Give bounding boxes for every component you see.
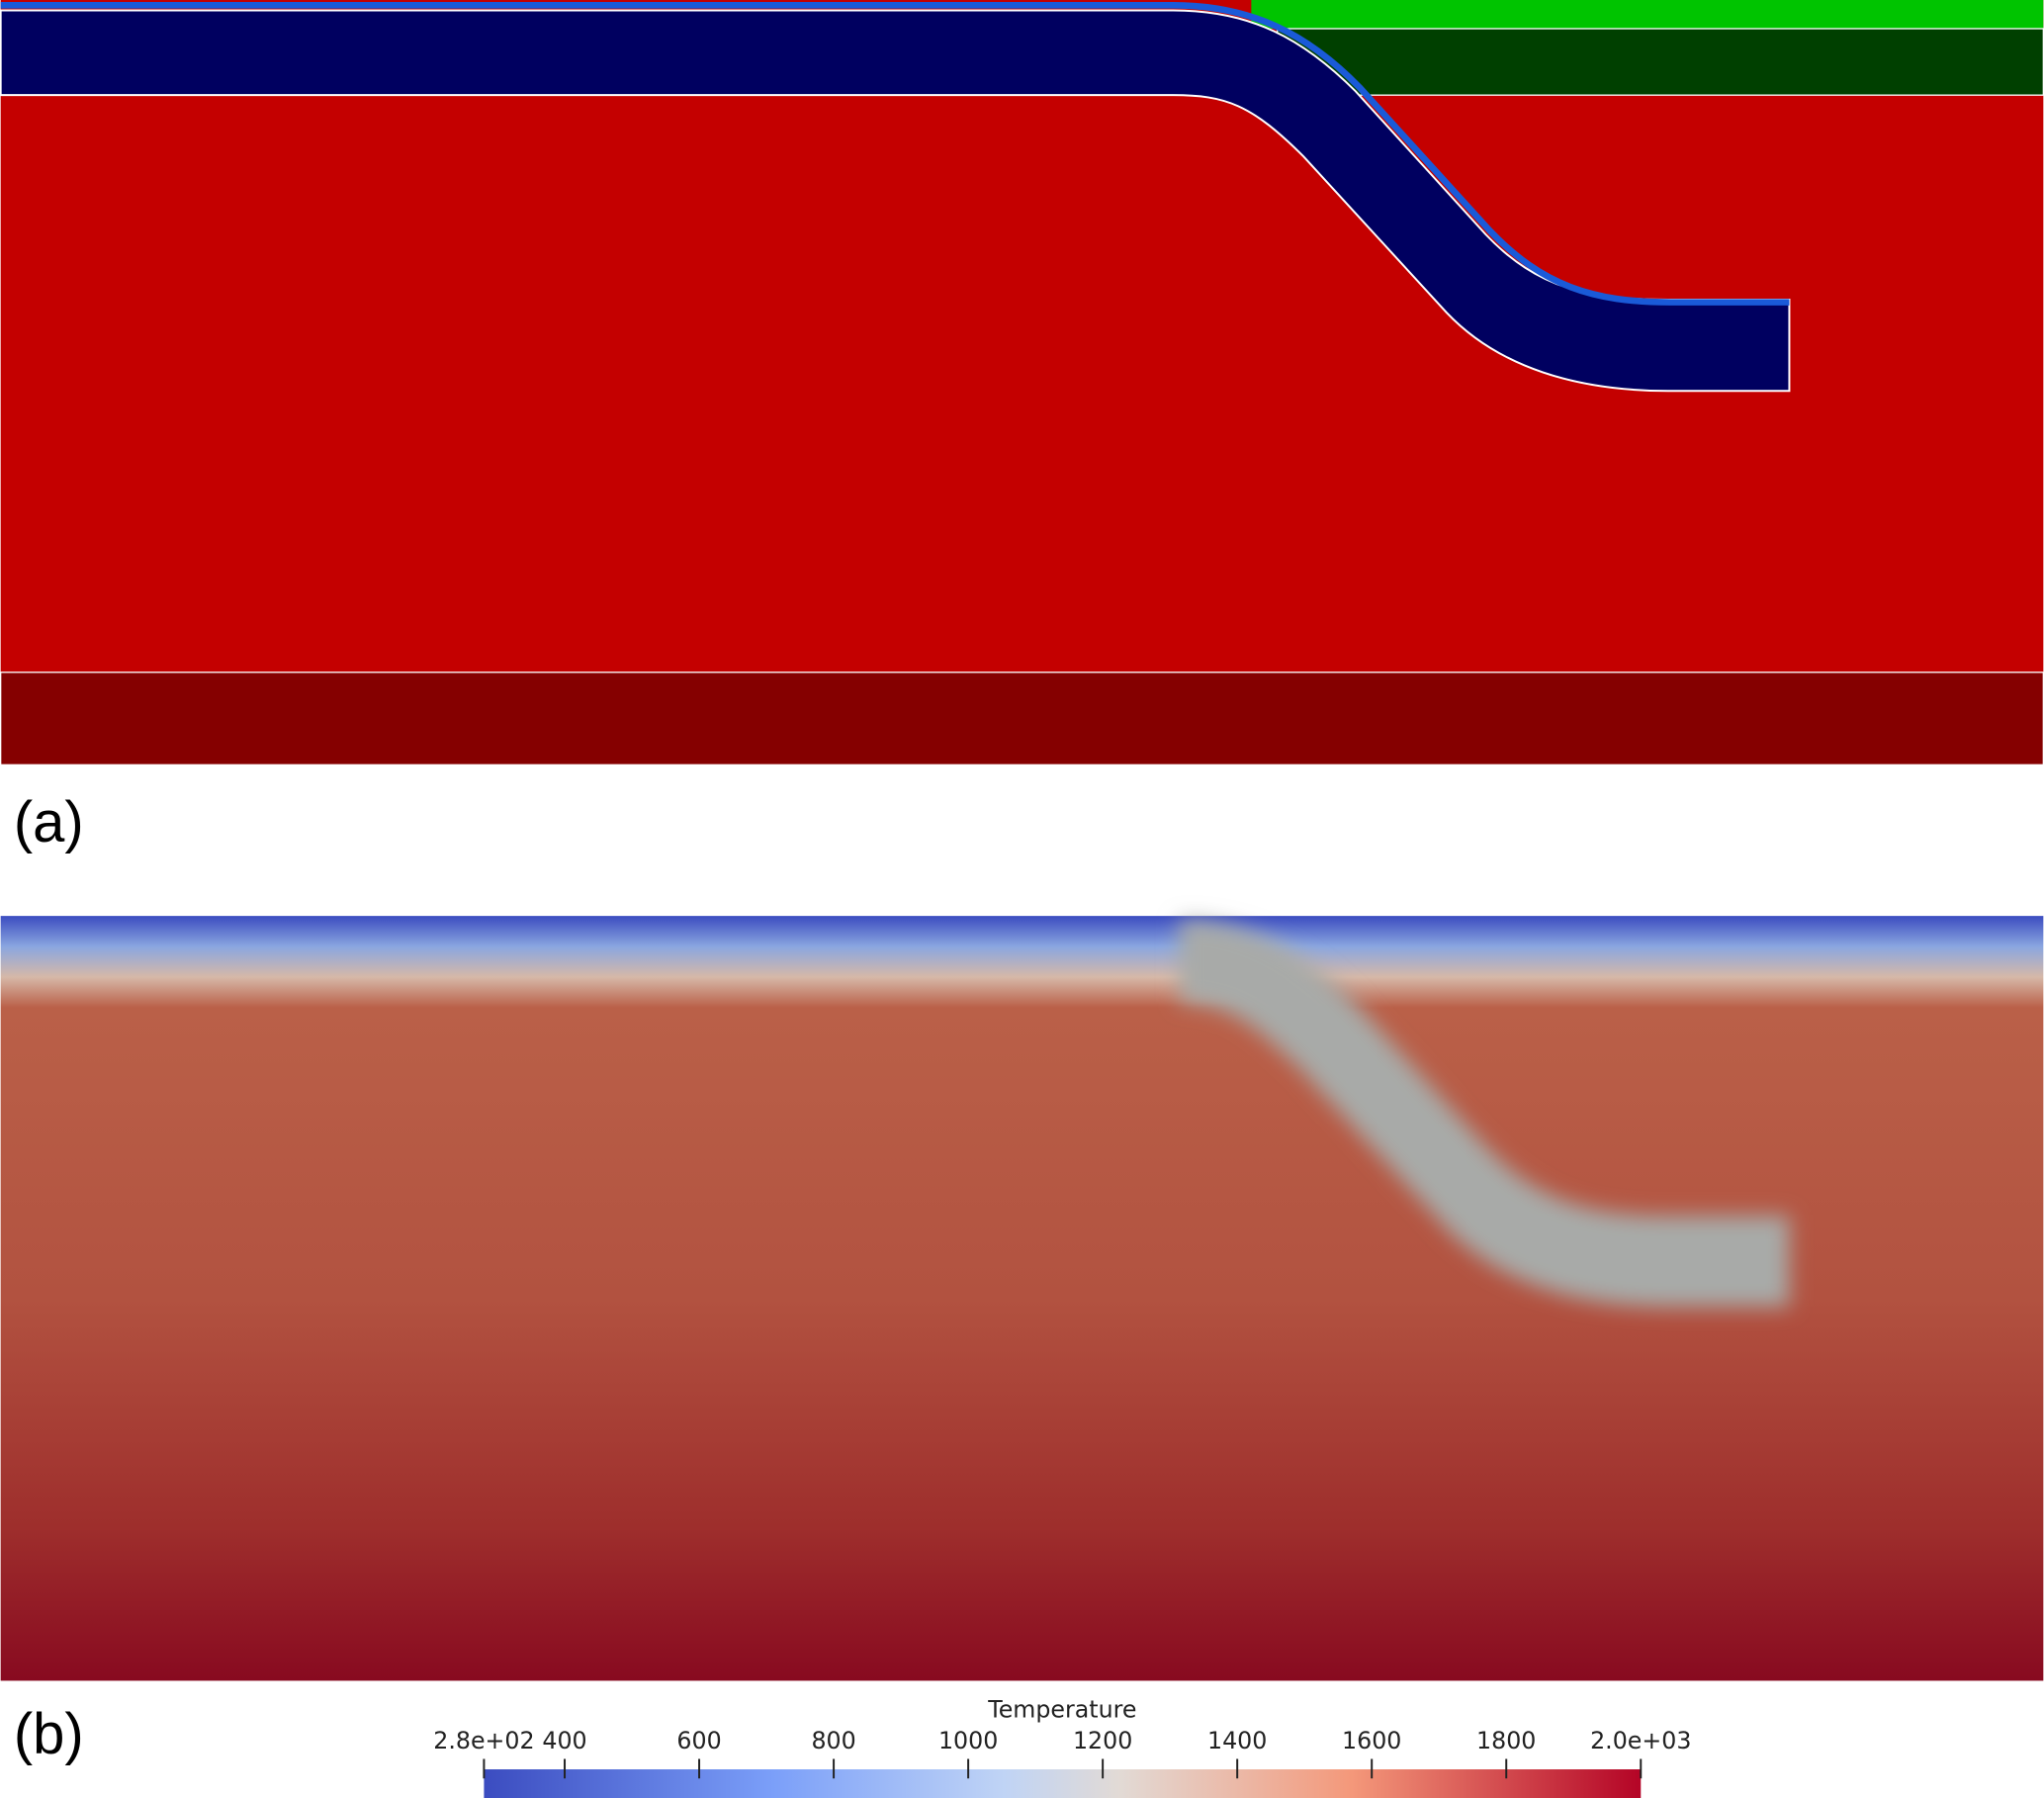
colorbar: Temperature 2.8e+02 400 600 800 1000 1200 1400… bbox=[433, 1695, 1691, 1798]
lower-crust bbox=[1277, 28, 2044, 96]
colorbar-tick-label: 1400 bbox=[1207, 1727, 1267, 1754]
colorbar-tick-label: 1000 bbox=[938, 1727, 998, 1754]
colorbar-tick-label: 1800 bbox=[1476, 1727, 1536, 1754]
colorbar-gradient bbox=[484, 1769, 1642, 1798]
panel-a: (a) bbox=[0, 0, 2044, 854]
panel-label: (a) bbox=[14, 791, 84, 854]
colorbar-title: Temperature bbox=[987, 1695, 1136, 1723]
colorbar-tick-label: 1600 bbox=[1342, 1727, 1401, 1754]
colorbar-tick-label: 600 bbox=[676, 1727, 721, 1754]
slab bbox=[0, 9, 1791, 393]
colorbar-tick-label: 800 bbox=[811, 1727, 855, 1754]
panel-label: (b) bbox=[14, 1703, 84, 1766]
panel-b: (b) bbox=[0, 916, 2044, 1766]
slab-crust bbox=[0, 1, 1790, 306]
colorbar-tick-label: 1200 bbox=[1073, 1727, 1132, 1754]
upper-crust bbox=[1251, 0, 2044, 29]
colorbar-tick-label: 2.0e+03 bbox=[1590, 1727, 1691, 1754]
slab-temperature bbox=[1179, 920, 1790, 1307]
lower-layer bbox=[0, 672, 2044, 765]
colorbar-tick-label: 2.8e+02 bbox=[433, 1727, 534, 1754]
colorbar-tick-label: 400 bbox=[542, 1727, 586, 1754]
